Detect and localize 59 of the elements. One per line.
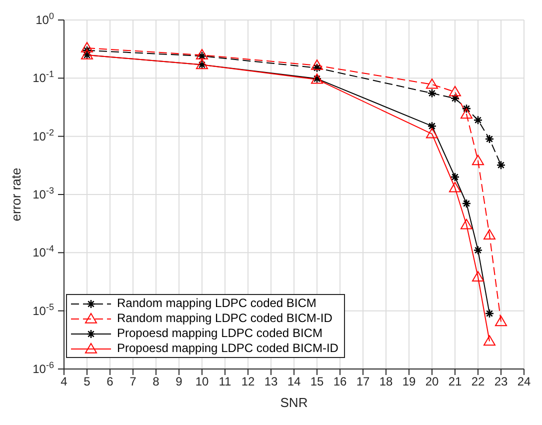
y-tick-label: 10$^{-6}$ [32, 360, 54, 376]
x-tick-label: 23 [494, 374, 508, 389]
x-tick-label: 7 [130, 374, 137, 389]
point [462, 198, 472, 208]
y-tick-label: 10$^{-2}$ [32, 127, 54, 144]
x-tick-label: 6 [106, 374, 114, 389]
point [472, 271, 484, 282]
point [426, 128, 438, 138]
x-tick-label: 17 [356, 374, 370, 389]
point [473, 246, 483, 255]
x-tick-label: 4 [60, 374, 68, 389]
x-tick-label: 22 [471, 374, 485, 389]
y-axis-title: error rate [8, 168, 24, 222]
x-tick-label: 19 [402, 374, 416, 389]
x-tick-label: 8 [152, 374, 160, 389]
point [484, 308, 494, 318]
x-tick-label: 12 [241, 374, 255, 389]
x-tick-label: 13 [264, 374, 278, 389]
point [473, 115, 483, 125]
point [484, 335, 496, 346]
point [449, 182, 461, 192]
point [311, 60, 323, 70]
x-axis-title: SNR [280, 395, 308, 410]
point [496, 160, 506, 170]
point [484, 229, 496, 240]
x-tick-label: 9 [176, 374, 183, 389]
point [495, 316, 507, 326]
point [426, 78, 438, 89]
point [462, 104, 472, 114]
x-tick-label: 15 [310, 374, 324, 389]
y-tick-label: 10$^{0}$ [36, 11, 54, 27]
x-tick-label: 14 [287, 374, 301, 389]
x-tick-label: 5 [84, 374, 91, 389]
x-tick-label: 24 [517, 374, 531, 389]
x-tick-label: 10 [195, 374, 209, 389]
y-tick-label: 10$^{-5}$ [32, 302, 54, 318]
x-tick-label: 20 [425, 374, 439, 389]
point [460, 218, 472, 230]
point [427, 121, 437, 131]
point [427, 88, 437, 98]
x-tick-label: 11 [218, 374, 232, 389]
point [460, 108, 472, 119]
point [312, 63, 322, 73]
y-tick-label: 10$^{-4}$ [32, 244, 54, 260]
legend-label: Random mapping LDPC coded BICM-ID [117, 311, 332, 326]
y-tick-label: 10$^{-3}$ [32, 186, 54, 202]
y-tick-label: 10$^{-1}$ [32, 69, 54, 86]
point [449, 86, 461, 96]
point [450, 172, 460, 182]
legend-label: Propoesd mapping LDPC coded BICM [117, 326, 322, 341]
point [484, 134, 494, 144]
point [81, 42, 93, 52]
legend-label: Random mapping LDPC coded BICM [117, 296, 316, 311]
point [472, 154, 484, 166]
x-tick-label: 16 [333, 374, 347, 389]
x-tick-label: 18 [379, 374, 393, 389]
point [450, 94, 460, 103]
legend-label: Propoesd mapping LDPC coded BICM-ID [117, 341, 338, 356]
x-tick-label: 21 [448, 374, 462, 389]
